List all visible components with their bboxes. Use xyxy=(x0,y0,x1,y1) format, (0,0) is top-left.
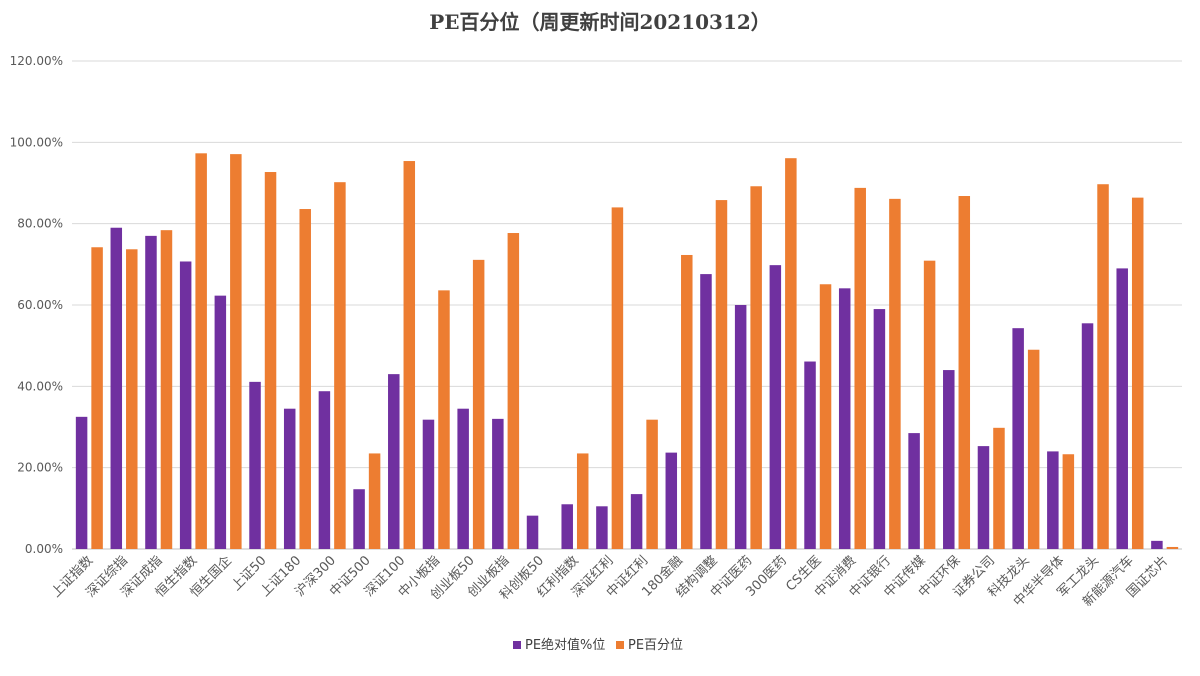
legend-label: PE绝对值%位 xyxy=(525,637,605,653)
legend: PE绝对值%位 PE百分位 xyxy=(513,637,683,653)
bar-pe-abs-pct-6 xyxy=(283,408,296,549)
legend-swatch xyxy=(616,641,624,649)
bar-pe-percentile-2 xyxy=(160,230,173,549)
bar-pe-percentile-12 xyxy=(507,233,520,549)
bar-pe-abs-pct-15 xyxy=(596,506,608,549)
bar-pe-percentile-22 xyxy=(854,187,866,549)
bar-pe-abs-pct-25 xyxy=(943,370,955,549)
bar-pe-percentile-6 xyxy=(299,209,311,549)
bar-pe-percentile-3 xyxy=(195,153,207,549)
bar-pe-abs-pct-4 xyxy=(214,295,227,549)
bar-pe-percentile-20 xyxy=(785,158,797,549)
bar-pe-percentile-11 xyxy=(472,259,485,549)
bar-pe-abs-pct-0 xyxy=(75,416,88,549)
y-tick-label: 60.00% xyxy=(17,298,63,312)
bar-pe-percentile-14 xyxy=(576,453,589,549)
bar-pe-percentile-4 xyxy=(230,154,242,550)
bar-pe-abs-pct-23 xyxy=(873,309,886,549)
bar-pe-abs-pct-7 xyxy=(318,391,331,549)
y-tick-label: 120.00% xyxy=(10,54,63,68)
y-tick-label: 20.00% xyxy=(17,461,63,475)
bar-pe-percentile-28 xyxy=(1062,454,1075,549)
chart-title: PE百分位（周更新时间20210312） xyxy=(429,10,771,34)
legend-swatch xyxy=(513,641,521,649)
bar-pe-abs-pct-31 xyxy=(1151,540,1163,549)
bar-pe-abs-pct-28 xyxy=(1047,451,1059,549)
bar-pe-percentile-31 xyxy=(1166,546,1179,549)
bar-pe-percentile-15 xyxy=(611,207,624,549)
bar-pe-abs-pct-2 xyxy=(145,235,157,549)
bar-pe-abs-pct-10 xyxy=(422,419,435,549)
y-tick-label: 0.00% xyxy=(25,542,63,556)
bar-pe-abs-pct-1 xyxy=(110,227,123,549)
bar-pe-abs-pct-18 xyxy=(700,274,712,549)
bar-pe-percentile-0 xyxy=(91,247,103,549)
y-tick-label: 80.00% xyxy=(17,217,63,231)
bar-pe-abs-pct-19 xyxy=(734,305,747,549)
y-tick-label: 100.00% xyxy=(10,135,63,149)
bar-pe-percentile-23 xyxy=(889,198,901,550)
bar-pe-percentile-8 xyxy=(368,453,381,549)
bar-pe-abs-pct-21 xyxy=(804,361,816,549)
bar-pe-percentile-26 xyxy=(993,427,1005,549)
bar-pe-abs-pct-24 xyxy=(908,433,920,549)
bar-pe-percentile-16 xyxy=(646,419,658,549)
bar-pe-abs-pct-14 xyxy=(561,504,573,549)
bars xyxy=(75,153,1179,550)
bar-pe-abs-pct-27 xyxy=(1012,328,1024,549)
bar-pe-abs-pct-13 xyxy=(526,515,539,549)
bar-pe-percentile-29 xyxy=(1097,184,1109,549)
y-axis-tick-labels: 0.00% 20.00% 40.00% 60.00% 80.00% 100.00% 120.… xyxy=(10,54,63,556)
bar-pe-abs-pct-29 xyxy=(1081,323,1094,549)
bar-pe-percentile-17 xyxy=(681,254,693,550)
x-axis-category-labels: 上证指数深证综指深证成指恒生指数恒生国企上证50上证180沪深300中证500深… xyxy=(49,553,1172,610)
bar-pe-abs-pct-16 xyxy=(630,494,643,549)
bar-pe-abs-pct-26 xyxy=(977,446,990,549)
legend-label: PE百分位 xyxy=(628,638,683,653)
bar-pe-abs-pct-8 xyxy=(353,489,365,549)
bar-pe-percentile-7 xyxy=(334,182,346,550)
bar-pe-percentile-1 xyxy=(126,249,138,549)
bar-pe-percentile-9 xyxy=(403,161,416,550)
bar-pe-percentile-5 xyxy=(264,172,277,549)
bar-pe-abs-pct-11 xyxy=(457,408,469,549)
bar-pe-abs-pct-22 xyxy=(838,288,851,549)
bar-pe-percentile-21 xyxy=(819,284,832,549)
bar-pe-abs-pct-30 xyxy=(1116,268,1128,549)
bar-pe-abs-pct-5 xyxy=(249,381,261,549)
bar-pe-abs-pct-3 xyxy=(179,261,192,549)
bar-pe-percentile-25 xyxy=(958,196,971,549)
bar-pe-percentile-19 xyxy=(750,186,762,549)
y-tick-label: 40.00% xyxy=(17,379,63,393)
bar-pe-percentile-30 xyxy=(1131,197,1144,549)
bar-pe-percentile-24 xyxy=(923,260,936,549)
bar-pe-percentile-10 xyxy=(438,290,450,549)
bar-pe-abs-pct-17 xyxy=(665,452,678,549)
bar-pe-abs-pct-12 xyxy=(492,418,504,549)
bar-pe-abs-pct-9 xyxy=(388,374,400,549)
bar-pe-abs-pct-20 xyxy=(769,265,782,549)
bar-pe-percentile-18 xyxy=(715,200,728,549)
bar-pe-percentile-27 xyxy=(1027,349,1040,549)
